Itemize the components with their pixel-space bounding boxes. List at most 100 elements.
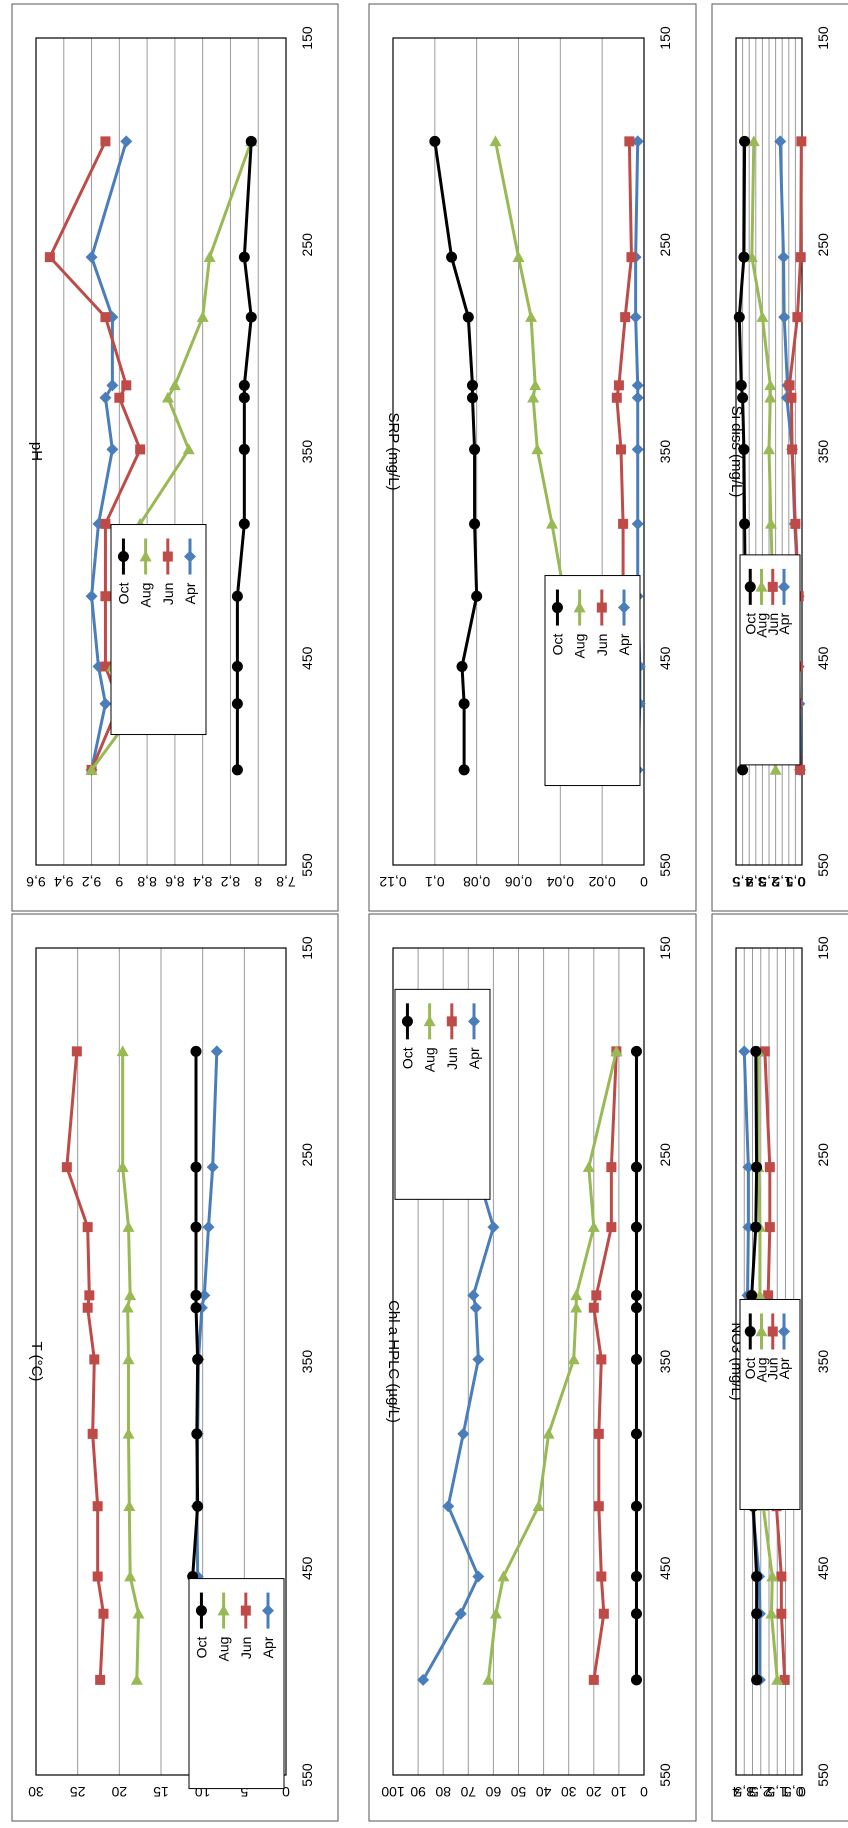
data-point-chla-oct	[630, 1571, 642, 1583]
legend-marker-oct	[551, 602, 563, 614]
x-tick-label-srp: 150	[657, 26, 673, 50]
data-point-srp-aug	[525, 311, 538, 322]
data-point-ph-oct	[245, 311, 257, 323]
legend-marker-jun	[446, 1016, 457, 1027]
legend-marker-apr	[778, 580, 790, 593]
data-point-ph-oct	[238, 379, 250, 391]
data-point-si-jun	[796, 136, 807, 147]
y-tick-label-si: 3,5	[746, 874, 766, 890]
series-line-srp-oct	[433, 141, 479, 770]
data-point-si-oct	[737, 764, 749, 776]
data-point-temp-aug	[130, 1673, 143, 1685]
y-tick-label-no3: 3	[748, 1784, 756, 1800]
y-tick-label-ph: 9	[115, 874, 123, 890]
x-tick-label-temp: 250	[299, 1143, 315, 1167]
x-tick-label-srp: 550	[657, 853, 673, 877]
x-tick-label-ph: 250	[299, 233, 315, 257]
data-point-srp-oct	[466, 379, 478, 391]
legend-label-jun: Jun	[444, 1047, 460, 1070]
data-point-si-aug	[764, 391, 777, 403]
legend-label-oct: Oct	[193, 1636, 209, 1658]
y-tick-label-srp: 0,06	[505, 874, 532, 890]
data-point-chla-oct	[630, 1221, 642, 1233]
data-point-ph-apr	[99, 697, 112, 710]
data-point-si-apr	[777, 251, 790, 264]
data-point-si-oct	[739, 135, 751, 147]
y-tick-label-si: 5	[732, 874, 740, 890]
y-tick-label-chla: 0	[640, 1784, 648, 1800]
y-tick-label-no3: 3,5	[734, 1784, 754, 1800]
data-point-srp-jun	[613, 380, 624, 391]
y-tick-label-temp: 25	[70, 1784, 86, 1800]
legend-marker-aug	[217, 1604, 230, 1616]
legend-label-jun: Jun	[765, 613, 781, 636]
legend-marker-aug	[423, 1015, 436, 1027]
data-point-si-jun	[790, 518, 801, 529]
data-point-srp-oct	[458, 698, 470, 710]
data-point-srp-oct	[471, 590, 483, 602]
data-point-srp-jun	[611, 392, 622, 403]
data-point-ph-aug	[168, 379, 181, 391]
y-tick-label-no3: 2,5	[751, 1784, 771, 1800]
data-point-no3-oct	[746, 1289, 758, 1301]
data-point-si-jun	[792, 312, 803, 323]
x-tick-label-temp: 550	[299, 1763, 315, 1787]
data-point-chla-jun	[606, 1222, 617, 1233]
y-tick-label-srp: 0,04	[546, 874, 573, 890]
data-point-temp-aug	[121, 1301, 134, 1313]
data-point-no3-oct	[751, 1161, 763, 1173]
data-point-no3-jun	[776, 1608, 787, 1619]
chart-panel-chla: 0 10 20 30 40 50 60 70 80 90 100 150 250 350 450 550 Chl…	[368, 913, 697, 1822]
data-point-si-oct	[738, 251, 750, 263]
data-point-si-oct	[737, 392, 749, 404]
legend-label-oct: Oct	[742, 1357, 758, 1379]
x-tick-label-si: 550	[815, 853, 831, 877]
series-line-temp-jun	[65, 1051, 106, 1680]
data-point-si-oct	[739, 518, 751, 530]
data-point-temp-apr	[198, 1289, 211, 1302]
data-point-chla-oct	[630, 1428, 642, 1440]
plot-area-chla	[392, 947, 645, 1776]
y-tick-label-si: 2,5	[759, 874, 779, 890]
data-point-chla-jun	[606, 1162, 617, 1173]
y-tick-label-ph: 9,2	[82, 874, 102, 890]
x-tick-label-srp: 250	[657, 233, 673, 257]
panel-border-chla	[368, 913, 697, 1822]
y-tick-label-si: 3	[758, 874, 766, 890]
x-tick-label-temp: 450	[299, 1556, 315, 1580]
data-point-srp-aug	[527, 391, 540, 403]
y-tick-label-chla: 20	[586, 1784, 602, 1800]
data-point-srp-jun	[626, 252, 637, 263]
y-tick-label-temp: 0	[282, 1784, 290, 1800]
y-axis-label-temp: T (°C)	[28, 1342, 45, 1382]
y-tick-label-srp: 0	[640, 874, 648, 890]
data-point-no3-oct	[751, 1608, 763, 1620]
y-tick-label-chla: 80	[435, 1784, 451, 1800]
data-point-si-jun	[795, 252, 806, 263]
data-point-no3-aug	[771, 1673, 784, 1685]
legend-marker-oct	[117, 551, 129, 563]
y-tick-label-srp: 0,1	[425, 874, 445, 890]
data-point-chla-oct	[630, 1353, 642, 1365]
data-point-chla-oct	[630, 1161, 642, 1173]
data-point-srp-apr	[631, 443, 644, 456]
data-point-ph-aug	[203, 251, 216, 262]
x-tick-label-si: 350	[815, 440, 831, 464]
data-point-chla-apr	[417, 1673, 430, 1686]
data-point-ph-jun	[121, 380, 132, 391]
data-point-ph-apr	[85, 590, 98, 603]
data-point-si-oct	[735, 379, 747, 391]
data-point-temp-jun	[92, 1571, 103, 1582]
data-point-srp-jun	[615, 444, 626, 455]
legend-label-aug: Aug	[754, 613, 770, 638]
data-point-si-apr	[778, 311, 791, 324]
data-point-si-aug	[769, 763, 782, 775]
legend-label-oct: Oct	[549, 633, 565, 655]
data-point-si-jun	[786, 392, 797, 403]
x-tick-label-si: 450	[815, 646, 831, 670]
legend-marker-apr	[468, 1015, 480, 1028]
panel-border-temp	[11, 913, 339, 1822]
legend-marker-aug	[755, 1325, 768, 1337]
data-point-srp-oct	[429, 135, 441, 147]
plot-area-si	[735, 37, 803, 866]
